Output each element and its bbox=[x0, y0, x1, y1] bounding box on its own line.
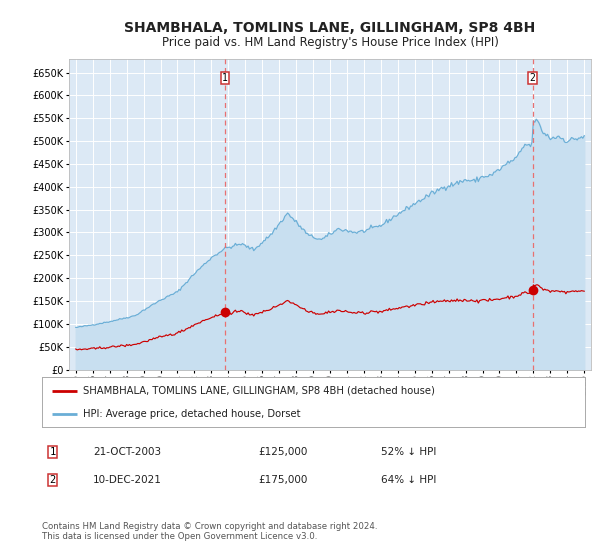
Text: 52% ↓ HPI: 52% ↓ HPI bbox=[381, 447, 436, 457]
Text: 10-DEC-2021: 10-DEC-2021 bbox=[93, 475, 162, 485]
Text: 1: 1 bbox=[50, 447, 56, 457]
Text: 21-OCT-2003: 21-OCT-2003 bbox=[93, 447, 161, 457]
Text: £125,000: £125,000 bbox=[258, 447, 307, 457]
Text: Contains HM Land Registry data © Crown copyright and database right 2024.
This d: Contains HM Land Registry data © Crown c… bbox=[42, 522, 377, 542]
Text: SHAMBHALA, TOMLINS LANE, GILLINGHAM, SP8 4BH (detached house): SHAMBHALA, TOMLINS LANE, GILLINGHAM, SP8… bbox=[83, 386, 434, 396]
Text: Price paid vs. HM Land Registry's House Price Index (HPI): Price paid vs. HM Land Registry's House … bbox=[161, 36, 499, 49]
Text: 64% ↓ HPI: 64% ↓ HPI bbox=[381, 475, 436, 485]
Text: 1: 1 bbox=[222, 73, 228, 83]
Text: £175,000: £175,000 bbox=[258, 475, 307, 485]
Text: 2: 2 bbox=[50, 475, 56, 485]
Text: HPI: Average price, detached house, Dorset: HPI: Average price, detached house, Dors… bbox=[83, 409, 300, 419]
Text: SHAMBHALA, TOMLINS LANE, GILLINGHAM, SP8 4BH: SHAMBHALA, TOMLINS LANE, GILLINGHAM, SP8… bbox=[124, 21, 536, 35]
Text: 2: 2 bbox=[530, 73, 535, 83]
